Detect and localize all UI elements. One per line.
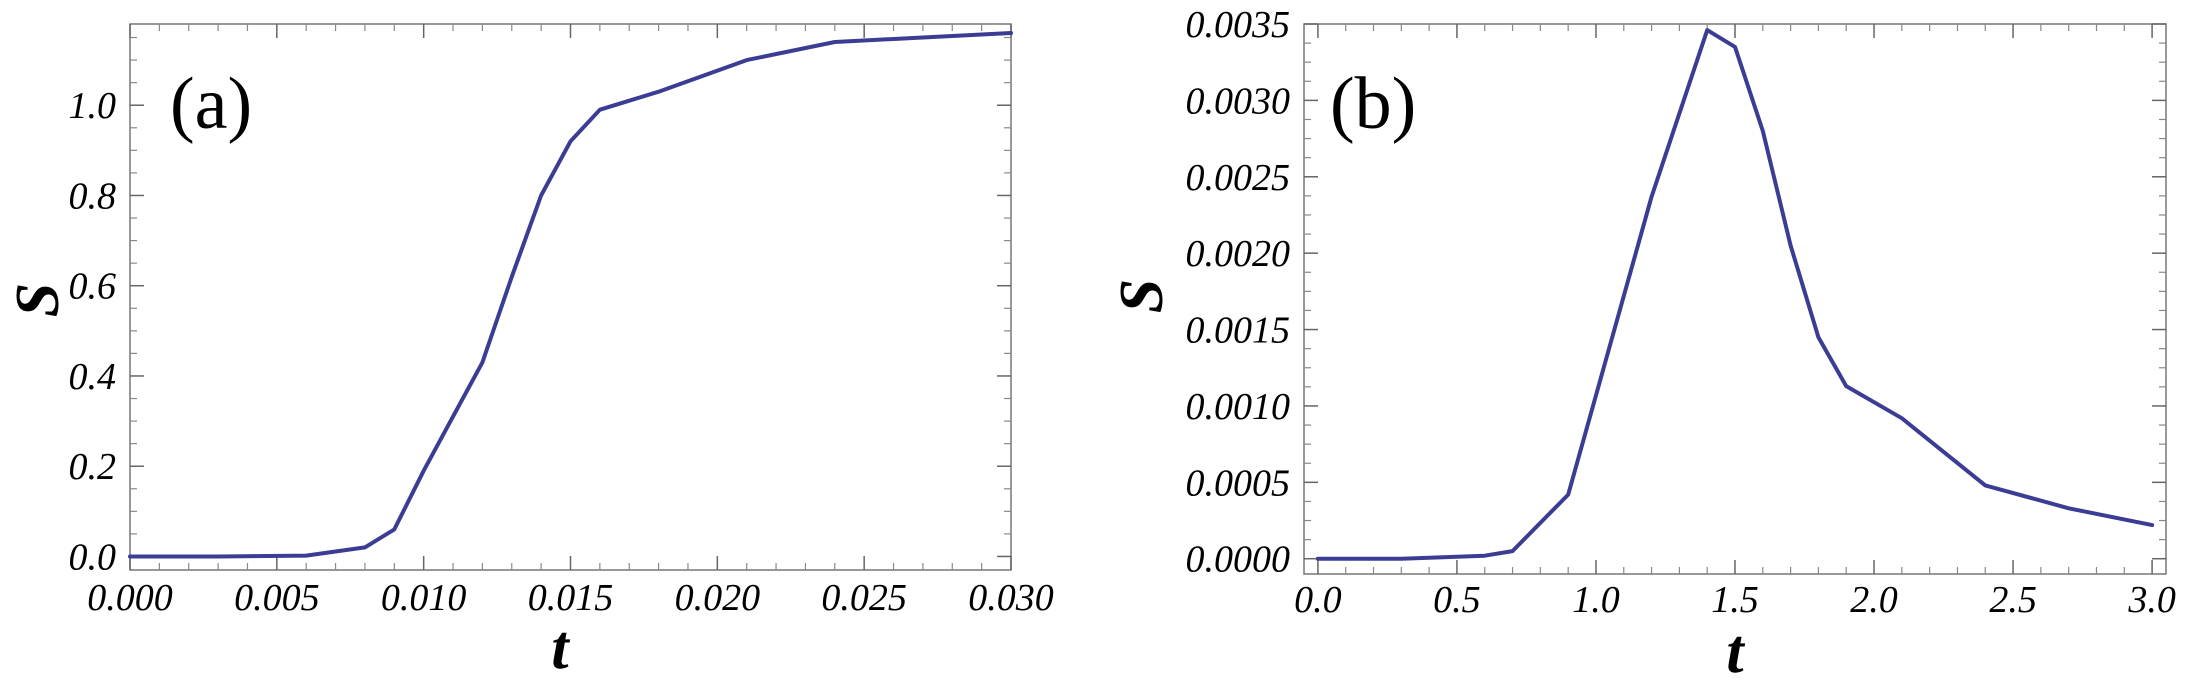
- x-tick-label: 0.0: [1294, 579, 1342, 621]
- x-axis-title: t: [1726, 618, 1745, 686]
- y-tick-label: 0.0005: [1186, 462, 1291, 504]
- x-tick-label: 0.5: [1433, 579, 1481, 621]
- panel-label: (b): [1330, 63, 1416, 145]
- y-tick-label: 0.0025: [1186, 157, 1291, 199]
- y-tick-label: 0.0000: [1186, 539, 1291, 581]
- x-tick-label: 0.005: [234, 577, 320, 619]
- x-tick-label: 0.015: [528, 577, 614, 619]
- y-tick-label: 0.0030: [1186, 80, 1291, 122]
- y-tick-label: 0.8: [69, 175, 117, 217]
- x-tick-label: 0.025: [821, 577, 907, 619]
- y-tick-label: 0.0015: [1186, 310, 1291, 352]
- x-tick-label: 0.010: [381, 577, 467, 619]
- y-tick-label: 0.2: [69, 446, 117, 488]
- x-tick-label: 1.0: [1572, 579, 1620, 621]
- data-series-line: [128, 31, 1013, 559]
- data-series-line: [1315, 28, 2155, 561]
- y-tick-label: 1.0: [69, 85, 117, 127]
- x-tick-label: 0.020: [675, 577, 761, 619]
- x-tick-label: 0.000: [87, 577, 173, 619]
- panel-label: (a): [170, 63, 252, 145]
- y-axis-title: S: [1108, 279, 1176, 313]
- y-axis-title: S: [4, 283, 72, 317]
- y-tick-label: 0.0: [69, 536, 117, 578]
- x-tick-label: 2.0: [1850, 579, 1898, 621]
- panel-b-chart: 0.0 0.5 1.0 1.5 2.0 2.5 3.0 0.0000 0.0005 0.0010 0…: [1108, 4, 2176, 686]
- y-tick-label: 0.0020: [1186, 233, 1291, 275]
- y-tick-label: 0.6: [69, 266, 117, 308]
- y-tick-label: 0.0010: [1186, 386, 1291, 428]
- x-tick-label: 0.030: [968, 577, 1054, 619]
- panel-a-chart: 0.000 0.005 0.010 0.015 0.020 0.025 0.030 0.0 0.…: [4, 23, 1054, 682]
- x-tick-label: 1.5: [1711, 579, 1759, 621]
- x-tick-label: 3.0: [2127, 579, 2176, 621]
- plot-frame: [1303, 23, 2167, 575]
- y-tick-label: 0.0035: [1186, 4, 1291, 46]
- y-tick-label: 0.4: [69, 356, 117, 398]
- x-tick-label: 2.5: [1989, 579, 2037, 621]
- x-axis-title: t: [551, 614, 570, 682]
- plot-frame: [129, 23, 1012, 571]
